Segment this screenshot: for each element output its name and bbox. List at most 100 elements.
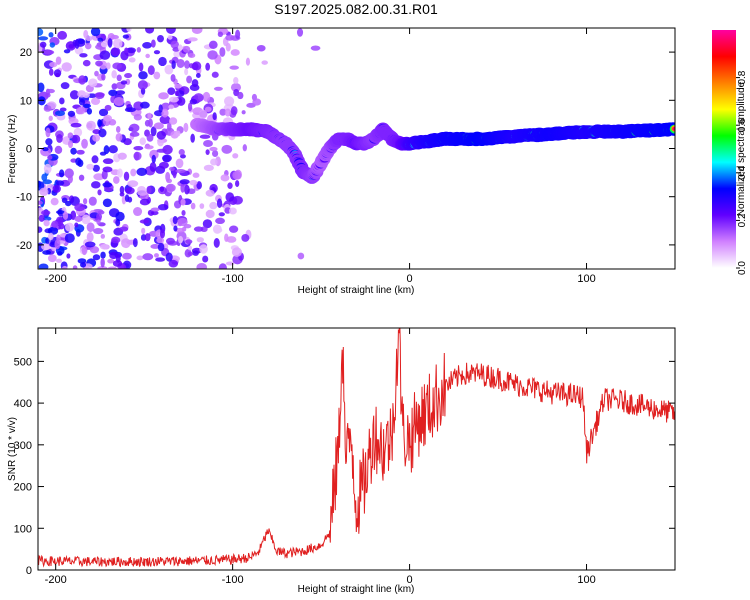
- noise-blob: [141, 227, 146, 235]
- noise-blob: [91, 181, 101, 189]
- noise-blob: [245, 57, 251, 66]
- noise-blob: [83, 198, 88, 205]
- noise-blob: [94, 70, 99, 77]
- noise-blob: [45, 127, 51, 138]
- colorbar-tick-label: 0.4: [737, 165, 748, 179]
- noise-blob: [115, 90, 126, 95]
- noise-blob: [199, 203, 205, 209]
- noise-blob: [107, 258, 115, 264]
- noise-blob: [180, 154, 186, 159]
- snr-x-label: Height of straight line (km): [298, 584, 415, 595]
- noise-blob: [84, 241, 96, 248]
- noise-blob: [39, 41, 47, 48]
- noise-blob: [165, 237, 175, 245]
- noise-blob: [203, 139, 213, 148]
- noise-blob: [184, 60, 190, 69]
- noise-blob: [43, 105, 52, 112]
- noise-blob: [133, 206, 143, 217]
- spectrogram-y-label: Frequency (Hz): [7, 115, 18, 184]
- noise-blob: [62, 211, 69, 220]
- noise-blob: [121, 238, 131, 249]
- noise-blob: [79, 53, 88, 58]
- noise-blob: [191, 62, 199, 71]
- noise-blob: [178, 236, 184, 244]
- noise-blob: [48, 32, 54, 38]
- noise-blob: [191, 79, 199, 88]
- colorbar-ticks: 0.0 0.2 0.4 0.6 0.8: [736, 70, 748, 275]
- noise-blob: [74, 222, 79, 228]
- noise-blob: [139, 137, 147, 146]
- colorbar-label: Normalized spectral amplitude: [736, 81, 747, 216]
- noise-blob: [57, 30, 68, 40]
- noise-blob: [56, 210, 65, 215]
- noise-blob: [156, 237, 165, 244]
- noise-blob: [93, 227, 104, 235]
- noise-blob: [256, 44, 266, 52]
- noise-blob: [157, 242, 165, 252]
- noise-blob: [38, 263, 49, 269]
- noise-blob: [86, 222, 95, 233]
- noise-blob: [54, 145, 63, 154]
- noise-blob: [310, 45, 321, 51]
- noise-blob: [220, 174, 230, 182]
- noise-blob: [195, 73, 201, 78]
- noise-blob: [84, 42, 92, 50]
- noise-blob: [164, 64, 174, 75]
- noise-blob: [165, 183, 176, 192]
- noise-blob: [101, 169, 108, 180]
- snr-series-line: [38, 328, 675, 568]
- noise-blob: [117, 168, 123, 178]
- noise-blob: [210, 158, 218, 166]
- noise-blob: [218, 212, 225, 217]
- noise-blob: [88, 78, 98, 87]
- snr-x-ticks: -200 -100 0 100: [45, 328, 596, 586]
- noise-blob: [77, 106, 86, 115]
- noise-blob: [67, 140, 74, 149]
- noise-blob: [146, 133, 154, 142]
- noise-blob: [41, 173, 48, 182]
- noise-blob: [48, 115, 53, 122]
- figure-title: S197.2025.082.00.31.R01: [274, 1, 438, 17]
- noise-blob: [136, 167, 148, 177]
- noise-blob: [233, 76, 239, 85]
- noise-blob: [180, 198, 186, 206]
- noise-blob: [199, 109, 208, 119]
- noise-blob: [209, 146, 218, 152]
- noise-blob: [193, 226, 204, 232]
- noise-blob: [133, 146, 144, 151]
- noise-blob: [181, 209, 186, 216]
- noise-blob: [180, 183, 185, 193]
- noise-blob: [55, 180, 65, 186]
- noise-blob: [147, 65, 155, 76]
- noise-blob: [170, 74, 176, 82]
- noise-blob: [205, 209, 215, 219]
- noise-blob: [100, 257, 105, 268]
- noise-blob: [86, 120, 96, 131]
- noise-blob: [50, 197, 59, 206]
- noise-blob: [172, 215, 178, 225]
- noise-blob: [161, 102, 171, 111]
- noise-blob: [175, 158, 184, 169]
- noise-blob: [178, 149, 185, 156]
- noise-blob: [205, 149, 210, 155]
- noise-blob: [38, 226, 43, 233]
- noise-blob: [86, 108, 93, 115]
- noise-blob: [231, 247, 242, 257]
- noise-blob: [91, 155, 99, 164]
- noise-blob: [120, 80, 128, 85]
- y-tick-label: 0: [26, 565, 32, 577]
- noise-blob: [237, 91, 244, 100]
- noise-blob: [80, 262, 87, 268]
- noise-blob: [252, 98, 262, 106]
- colorbar-tick-label: 0.8: [737, 70, 748, 84]
- noise-blob: [60, 82, 70, 90]
- noise-blob: [123, 171, 130, 181]
- noise-blob: [150, 207, 160, 212]
- noise-blob: [75, 157, 82, 166]
- spectrogram-x-ticks: -200 -100 0 100: [45, 28, 596, 285]
- noise-blob: [54, 110, 66, 117]
- noise-blob: [156, 148, 168, 153]
- noise-blob: [43, 219, 50, 227]
- noise-blob: [175, 169, 186, 174]
- noise-blob: [59, 169, 65, 178]
